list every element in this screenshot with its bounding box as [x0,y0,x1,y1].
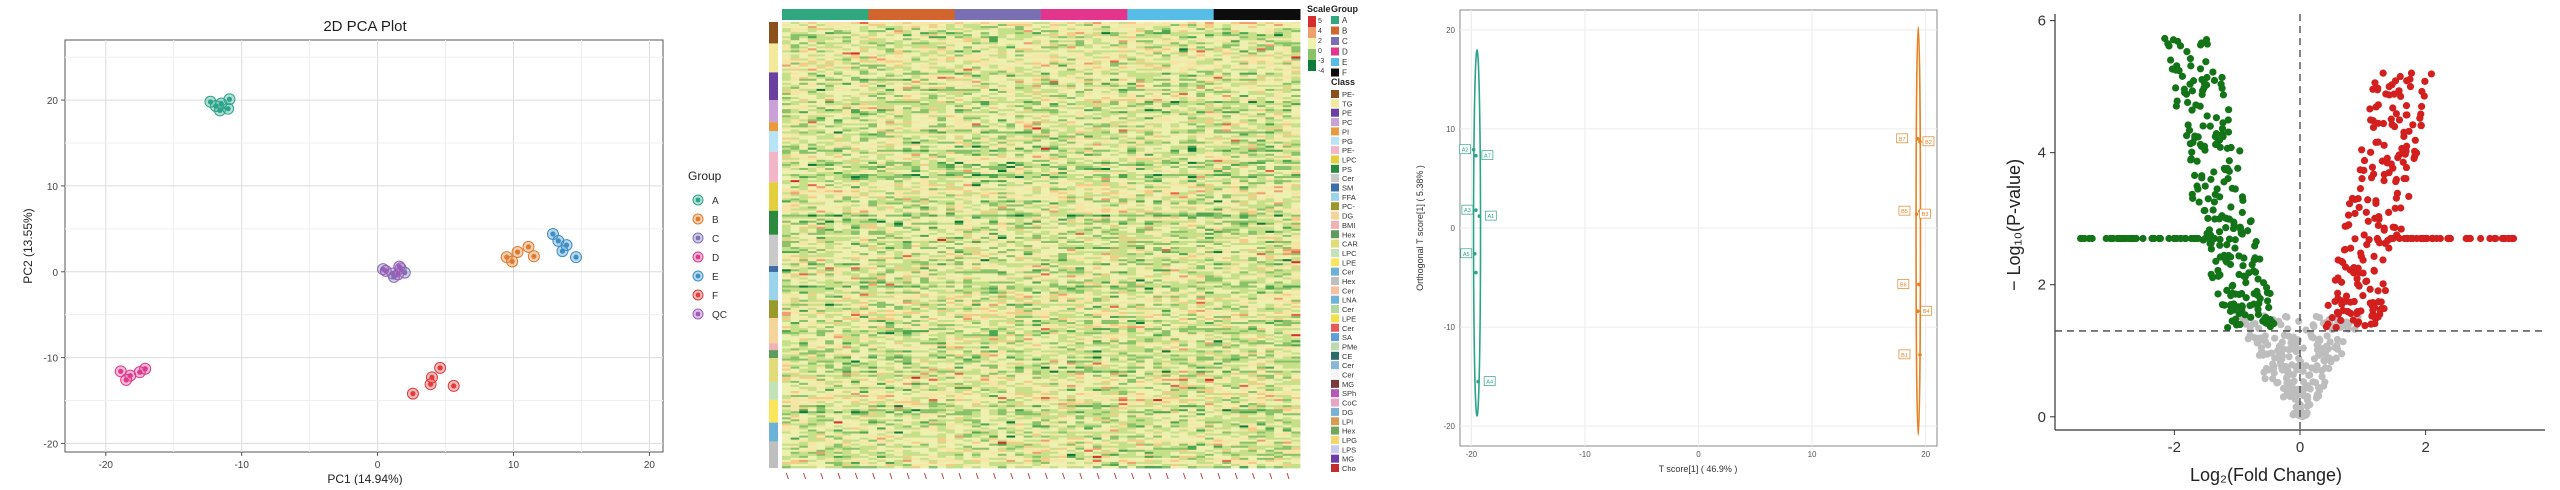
heatmap-chart: Scale Group Class 5420-3-4ABCDEFPE-TGPEP… [760,0,1380,485]
pca-ytick-label: 20 [47,96,59,107]
heatmap-class-bar [769,152,778,183]
heatmap-class-bar [769,358,778,382]
heatmap-class-bar [769,400,778,423]
heatmap-class-bar [769,350,778,358]
pca-legend-item-QC: QC [693,309,727,321]
pca-legend-item-E: E [693,271,719,283]
heatmap-class-bar [769,382,778,400]
pca-legend-item-D: D [693,252,719,264]
heatmap-group-bar-A [782,9,869,20]
pca-point-QC [394,261,405,272]
pca-xtick-label: -10 [234,460,249,471]
heatmap-class-bar [769,235,778,266]
pca-point-A [223,103,234,114]
pca-chart: 2D PCA Plot -20 -10 0 10 20 -20 -10 0 10 20 PC1 (… [0,0,760,485]
heatmap-class-bar [769,300,778,318]
pca-point-F [407,388,418,399]
heatmap-group-bar-E [1127,9,1214,20]
pca-plot-area [65,40,663,452]
pca-point-B [507,256,518,267]
pca-point-F [435,362,446,373]
heatmap-class-bar [769,343,778,350]
pca-point-D [121,374,132,385]
pca-panel: 2D PCA Plot -20 -10 0 10 20 -20 -10 0 10 20 PC1 (… [0,0,760,485]
pca-xtick-label: 0 [375,460,381,471]
pca-legend-item-C: C [693,233,719,245]
heatmap-class-bar [769,122,778,131]
heatmap-group-bar-D [1041,9,1128,20]
pca-xtick-label: 20 [644,460,656,471]
pca-ytick-label: 10 [47,182,59,193]
heatmap-class-bar [769,43,778,72]
pca-point-E [571,252,582,263]
pca-ylabel: PC2 (13.55%) [21,208,35,283]
heatmap-class-bar [769,442,778,468]
heatmap-group-bar-F [1214,9,1301,20]
pca-legend-item-F: F [693,290,718,302]
pca-point-QC [380,265,391,276]
heatmap-class-bar [769,182,778,211]
heatmap-class-bar [769,423,778,442]
pca-ytick-label: -20 [44,439,59,450]
heatmap-class-bar [769,22,778,43]
heatmap-group-bar-C [955,9,1042,20]
heatmap-class-bar [769,318,778,343]
pca-legend-item-A: A [693,195,719,207]
pca-legend-title: Group [688,169,722,183]
heatmap-group-bar-B [868,9,955,20]
heatmap-class-bar [769,72,778,100]
pca-point-F [448,380,459,391]
pca-ytick-label: 0 [52,268,58,279]
pca-point-F [425,379,436,390]
pca-legend-item-B: B [693,214,719,226]
heatmap-class-bar [769,100,778,122]
pca-point-D [140,363,151,374]
pca-point-E [557,246,568,257]
pca-xtick-label: 10 [508,460,520,471]
pca-title: 2D PCA Plot [323,18,407,35]
pca-xtick-label: -20 [99,460,114,471]
heatmap-class-bar [769,272,778,300]
pca-ytick-label: -10 [44,354,59,365]
heatmap-class-bar [769,266,778,272]
pca-xlabel: PC1 (14.94%) [327,472,402,485]
heatmap-class-bar [769,211,778,235]
heatmap-class-bar [769,131,778,151]
pca-point-B [528,251,539,262]
